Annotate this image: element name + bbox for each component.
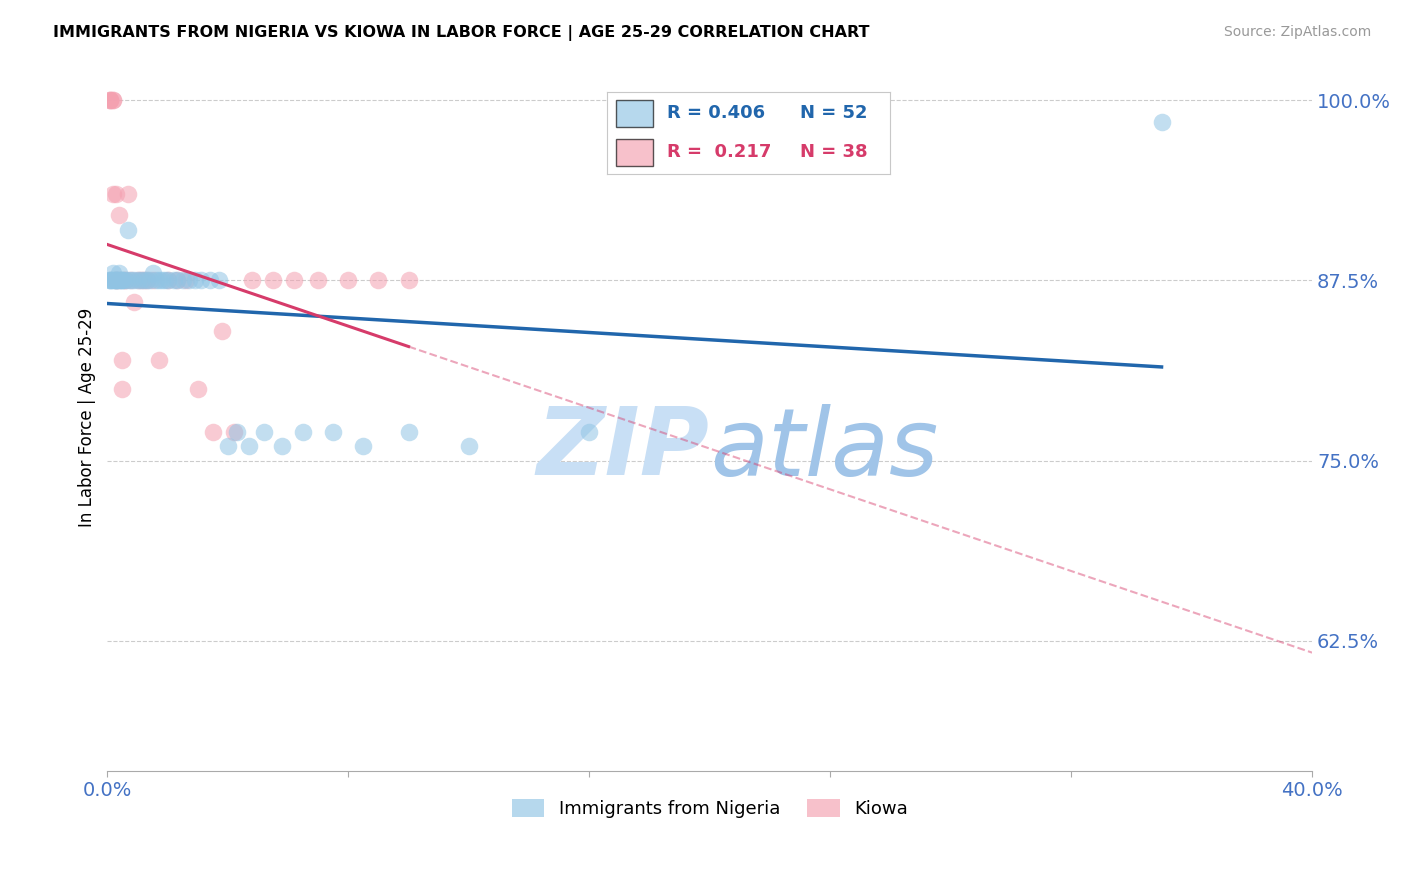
Point — [283, 273, 305, 287]
Point — [163, 273, 186, 287]
Point — [398, 425, 420, 439]
Point — [105, 273, 128, 287]
Point — [121, 273, 143, 287]
Point — [201, 425, 224, 439]
Point — [150, 273, 173, 287]
Point — [183, 273, 205, 287]
Point — [105, 273, 128, 287]
Point — [135, 273, 157, 287]
Point — [135, 273, 157, 287]
Point — [262, 273, 284, 287]
Point — [100, 273, 122, 287]
Point — [145, 273, 167, 287]
Point — [142, 273, 165, 287]
Point — [578, 425, 600, 439]
Y-axis label: In Labor Force | Age 25-29: In Labor Force | Age 25-29 — [79, 308, 96, 527]
Point — [111, 273, 134, 287]
Point — [105, 273, 128, 287]
Point — [187, 382, 209, 396]
Point — [132, 273, 155, 287]
Point — [457, 439, 479, 453]
Text: atlas: atlas — [710, 404, 938, 495]
Point — [198, 273, 221, 287]
Point — [117, 186, 139, 201]
Point — [271, 439, 294, 453]
Point — [225, 425, 247, 439]
Point — [114, 273, 136, 287]
Point — [108, 273, 131, 287]
Point — [240, 273, 263, 287]
Point — [100, 273, 122, 287]
Point — [108, 273, 131, 287]
Point — [124, 273, 146, 287]
Point — [177, 273, 200, 287]
Point — [105, 273, 128, 287]
Point — [132, 273, 155, 287]
Text: IMMIGRANTS FROM NIGERIA VS KIOWA IN LABOR FORCE | AGE 25-29 CORRELATION CHART: IMMIGRANTS FROM NIGERIA VS KIOWA IN LABO… — [53, 25, 870, 41]
Point — [153, 273, 176, 287]
Point — [222, 425, 245, 439]
Point — [307, 273, 329, 287]
Point — [114, 273, 136, 287]
Point — [105, 273, 128, 287]
Point — [103, 93, 125, 107]
Point — [111, 382, 134, 396]
Point — [129, 273, 152, 287]
Point — [117, 273, 139, 287]
Point — [156, 273, 179, 287]
Point — [172, 273, 194, 287]
Point — [148, 352, 170, 367]
Point — [108, 273, 131, 287]
Point — [190, 273, 212, 287]
Point — [292, 425, 315, 439]
Point — [156, 273, 179, 287]
Point — [111, 273, 134, 287]
Point — [121, 273, 143, 287]
Point — [105, 186, 128, 201]
Point — [124, 295, 146, 310]
Point — [111, 273, 134, 287]
Point — [253, 425, 276, 439]
Point — [103, 93, 125, 107]
Text: ZIP: ZIP — [537, 403, 710, 495]
Point — [129, 273, 152, 287]
Point — [352, 439, 374, 453]
Point — [238, 439, 260, 453]
Point — [105, 273, 128, 287]
Point — [148, 273, 170, 287]
Point — [211, 324, 233, 338]
Point — [108, 209, 131, 223]
Point — [322, 425, 344, 439]
Point — [108, 266, 131, 280]
Text: Source: ZipAtlas.com: Source: ZipAtlas.com — [1223, 25, 1371, 39]
Point — [174, 273, 197, 287]
Point — [100, 93, 122, 107]
Legend: Immigrants from Nigeria, Kiowa: Immigrants from Nigeria, Kiowa — [505, 791, 915, 825]
Point — [127, 273, 149, 287]
Point — [114, 273, 136, 287]
Point — [117, 223, 139, 237]
Point — [100, 93, 122, 107]
Point — [1150, 114, 1173, 128]
Point — [142, 266, 165, 280]
Point — [127, 273, 149, 287]
Point — [103, 273, 125, 287]
Point — [398, 273, 420, 287]
Point — [103, 186, 125, 201]
Point — [111, 352, 134, 367]
Point — [103, 273, 125, 287]
Point — [337, 273, 360, 287]
Point — [217, 439, 239, 453]
Point — [208, 273, 231, 287]
Point — [103, 266, 125, 280]
Point — [100, 273, 122, 287]
Point — [138, 273, 160, 287]
Point — [367, 273, 389, 287]
Point — [100, 93, 122, 107]
Point — [166, 273, 188, 287]
Point — [166, 273, 188, 287]
